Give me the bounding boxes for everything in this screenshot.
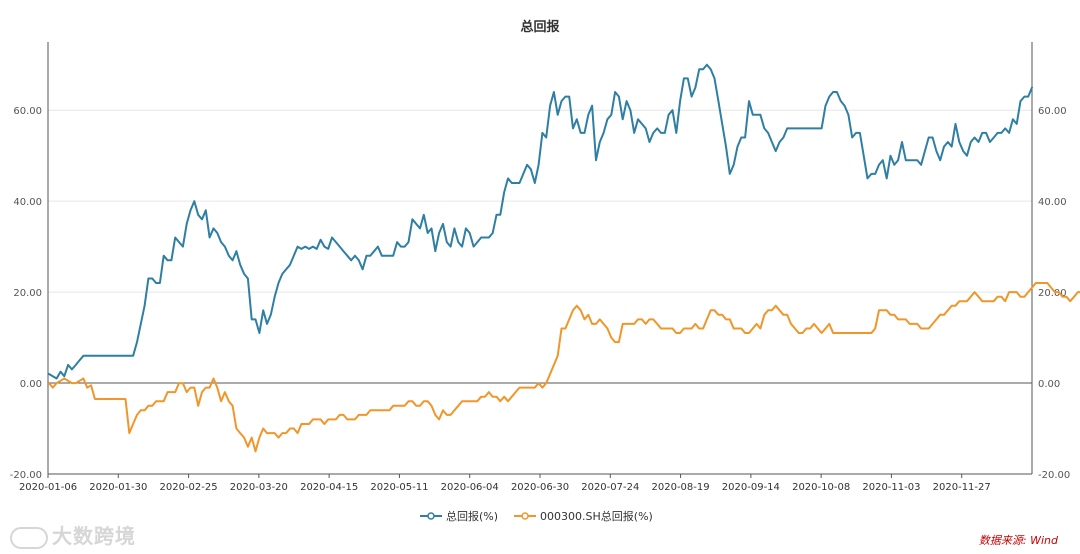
x-tick-label: 2020-06-04 [441,482,499,493]
legend-marker-1 [427,512,435,520]
x-tick-label: 2020-04-15 [300,482,358,493]
x-tick-label: 2020-11-27 [933,482,991,493]
y-tick-label-left: -20.00 [10,470,42,481]
x-tick-label: 2020-10-08 [792,482,850,493]
y-tick-label-right: -20.00 [1038,470,1070,481]
y-tick-label-right: 60.00 [1038,106,1067,117]
legend-label-2: 000300.SH总回报(%) [540,509,653,523]
y-axis-right-ticks: -20.00 0.00 20.00 40.00 60.00 [1038,106,1070,481]
series-line-1 [48,63,1033,380]
watermark: 大数跨境 [10,520,136,549]
y-tick-label-left: 60.00 [13,106,42,117]
x-tick-label: 2020-01-30 [89,482,147,493]
y-tick-label-left: 20.00 [13,288,42,299]
chart-title: 总回报 [520,19,560,35]
legend-marker-2 [521,512,529,520]
y-tick-label-left: 0.00 [20,379,42,390]
x-tick-label: 2020-06-30 [511,482,569,493]
y-tick-label-right: 40.00 [1038,197,1067,208]
x-tick-label: 2020-09-14 [722,482,780,493]
watermark-text: 大数跨境 [52,524,136,548]
y-axis-left-ticks: -20.00 0.00 20.00 40.00 60.00 [10,106,42,481]
series-lines [48,63,1080,453]
y-tick-label-right: 0.00 [1038,379,1060,390]
x-tick-label: 2020-01-06 [19,482,77,493]
y-tick-label-left: 40.00 [13,197,42,208]
x-tick-label: 2020-11-03 [862,482,920,493]
x-tick-label: 2020-03-20 [230,482,288,493]
axes [47,42,1033,475]
watermark-logo-icon [10,526,48,549]
legend-label-1: 总回报(%) [446,509,498,523]
x-axis-ticks: 2020-01-06 2020-01-30 2020-02-25 2020-03-20… [19,474,991,493]
source-note: 数据来源: Wind [978,534,1058,547]
x-tick-label: 2020-08-19 [652,482,710,493]
series-line-2 [48,282,1080,453]
x-tick-label: 2020-02-25 [160,482,218,493]
x-tick-label: 2020-05-11 [370,482,428,493]
x-tick-label: 2020-07-24 [581,482,639,493]
legend: 总回报(%) 000300.SH总回报(%) [420,509,653,523]
y-tick-label-right: 20.00 [1038,288,1067,299]
